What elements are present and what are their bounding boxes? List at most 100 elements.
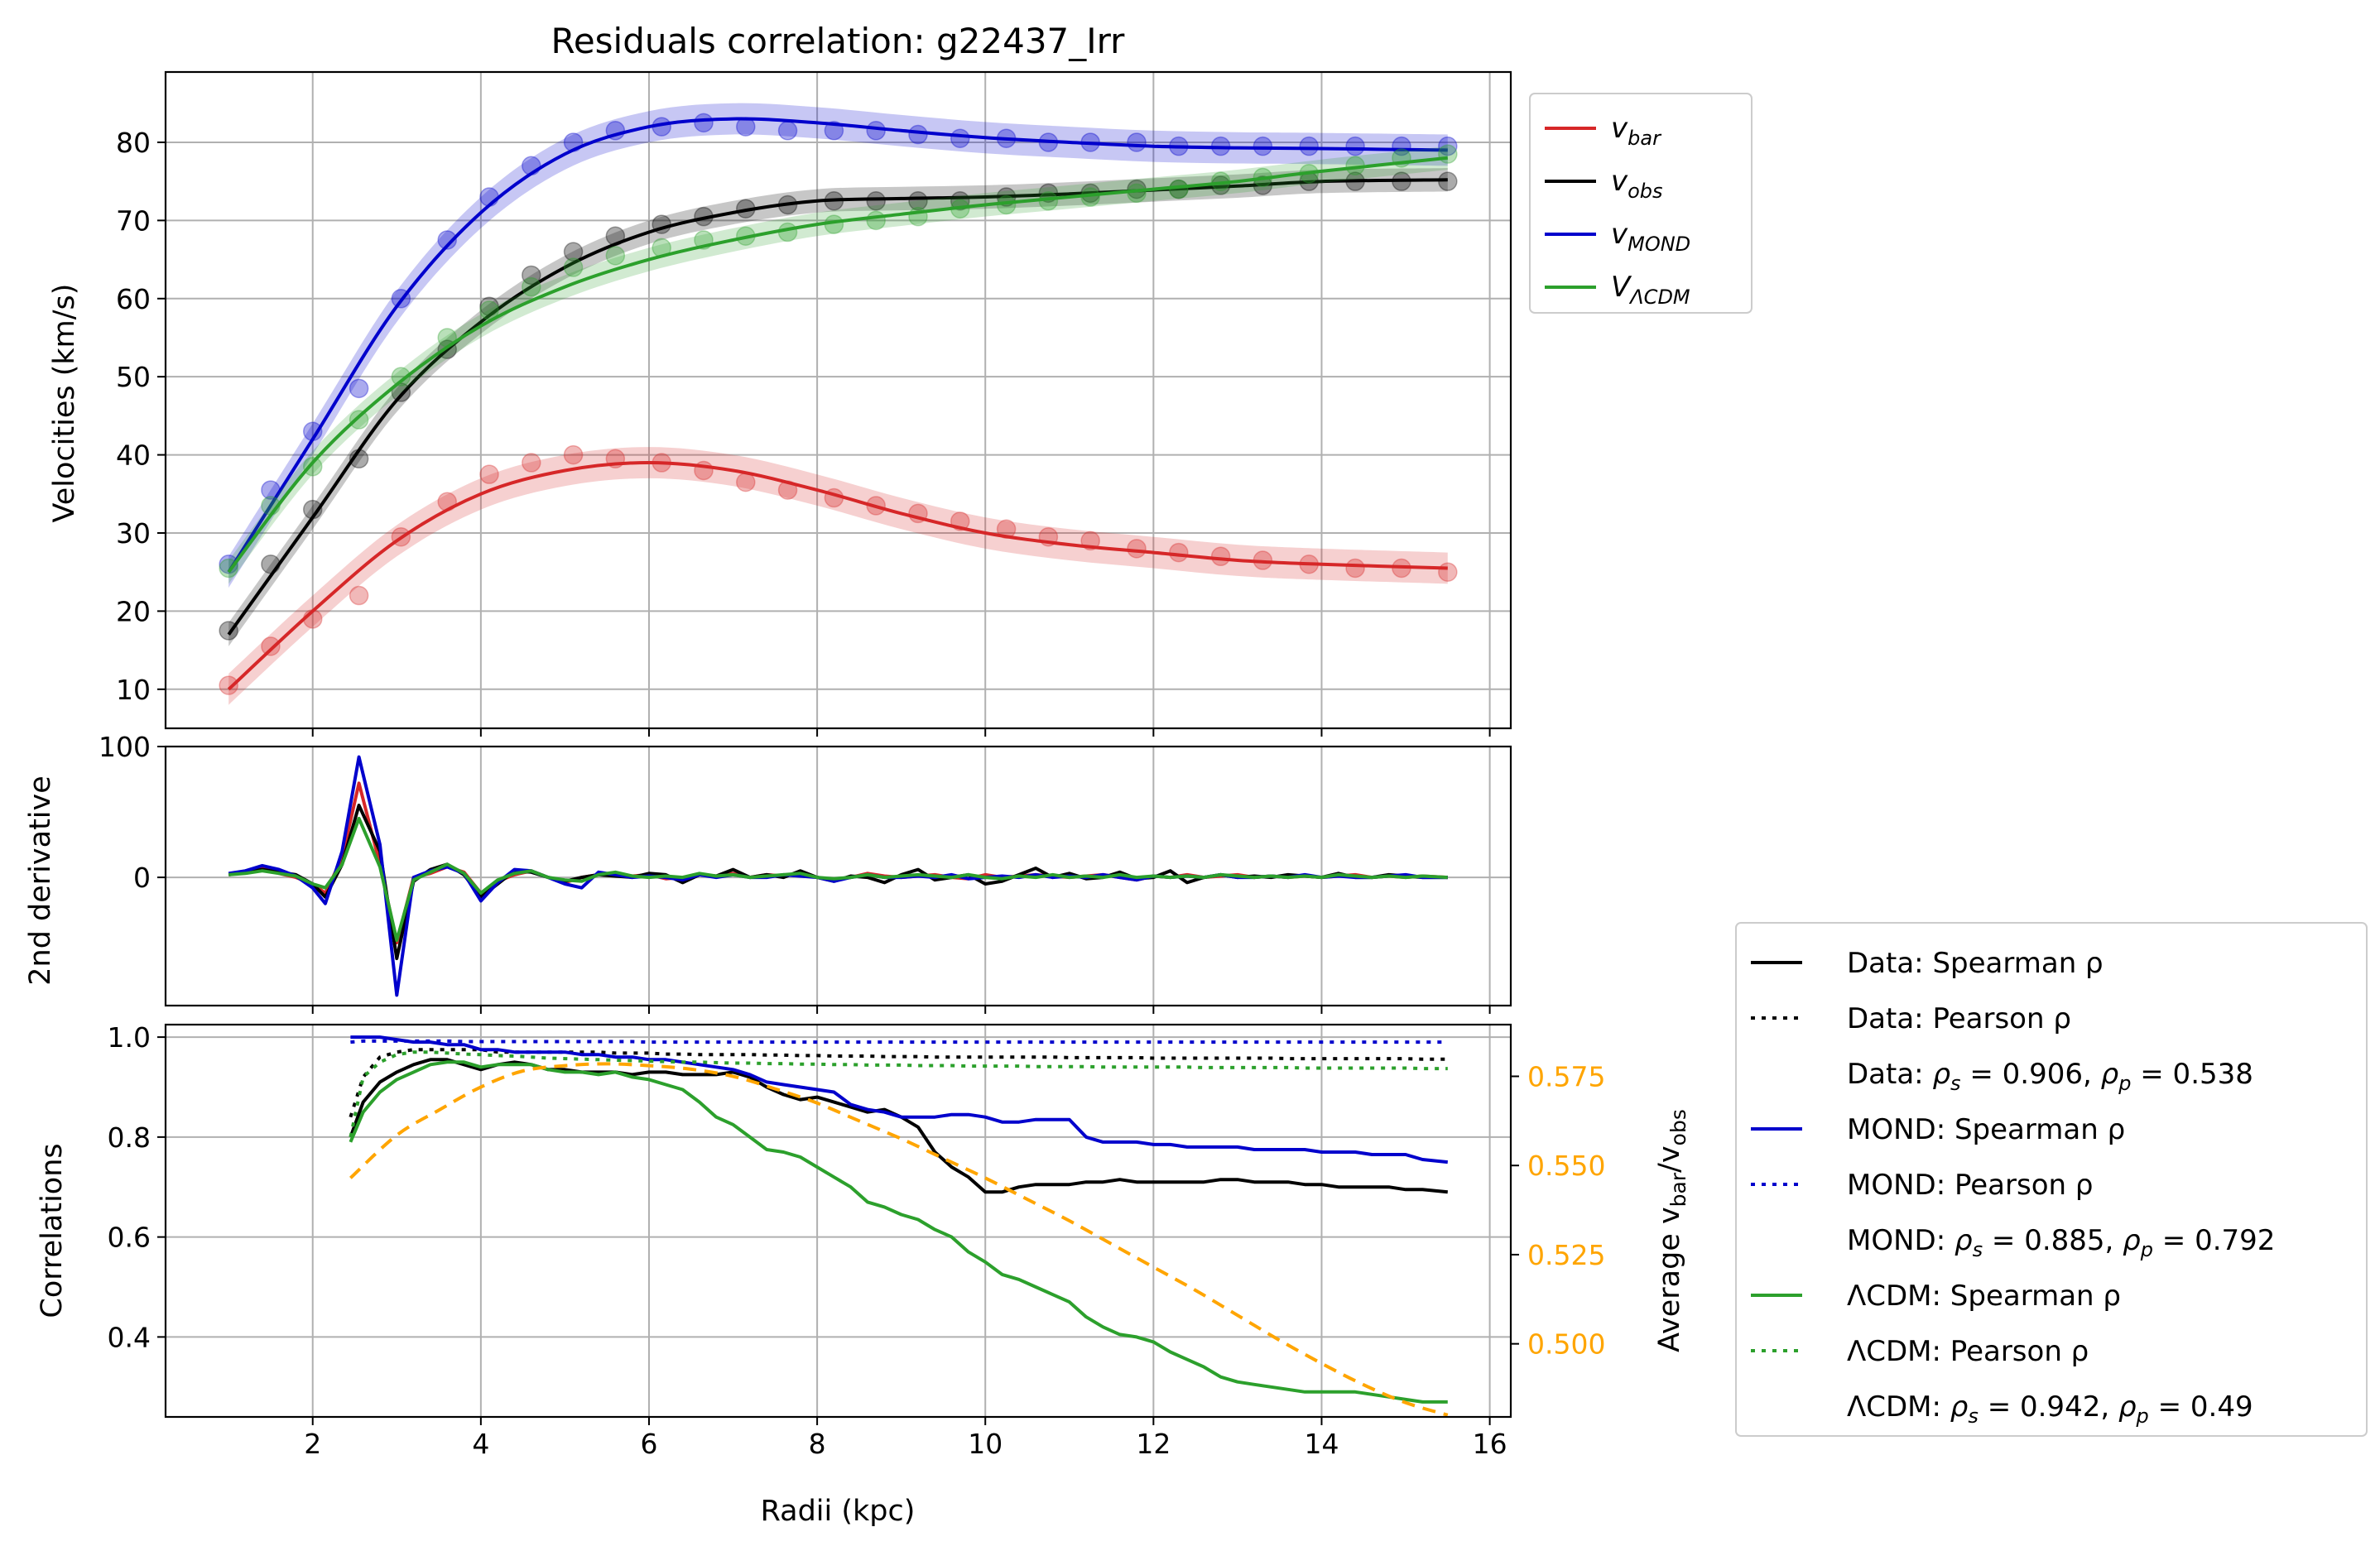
ytick-label-velocities-50: 50 (116, 361, 151, 393)
legend-entry-7: ΛCDM: Pearson ρ (1847, 1335, 2089, 1368)
legend-label-bar: vbar (1611, 112, 1662, 150)
legend-stat-part-2-3: = 0.906, (1961, 1058, 2101, 1091)
point-obs-15 (866, 191, 886, 211)
point-bar-6 (479, 464, 499, 484)
point-bar-26 (1345, 558, 1365, 579)
point-bar-22 (1169, 542, 1189, 563)
legend-label-main-bar: v (1611, 112, 1628, 145)
point-bar-3 (349, 585, 369, 606)
ytick-label-velocities-40: 40 (116, 439, 151, 472)
xtick-label-4: 4 (472, 1428, 489, 1460)
legend-stat-part-8-5: p (2136, 1405, 2149, 1428)
legend-stat-part-5-6: = 0.792 (2153, 1224, 2275, 1257)
corr-line-mond-dotted (350, 1039, 1448, 1044)
legend-entry-5: MOND: ρs = 0.885, ρp = 0.792 (1847, 1224, 2275, 1261)
ytick-label-correlations-1: 1.0 (108, 1021, 151, 1054)
ytick-label-velocities-10: 10 (116, 674, 151, 706)
legend-stat-part-5-4: ρ (2123, 1224, 2141, 1257)
xtick-label-12: 12 (1136, 1428, 1171, 1460)
ratio-label-sub1: bar (1666, 1172, 1690, 1207)
legend-stat-part-8-2: s (1968, 1405, 1979, 1428)
point-lcdm-13 (777, 222, 798, 242)
curve-mond (227, 117, 1448, 574)
chart-title: Residuals correlation: g22437_Irr (551, 21, 1126, 61)
legend-label-sub-mond: MOND (1628, 233, 1690, 256)
legend-entry-4: MOND: Pearson ρ (1847, 1169, 2093, 1202)
legend-stat-part-8-3: = 0.942, (1979, 1390, 2118, 1424)
corr-line-mond-solid (350, 1035, 1449, 1164)
point-mond-24 (1253, 136, 1273, 156)
axes-frames-layer (164, 70, 1512, 1419)
point-bar-28 (1438, 562, 1458, 582)
legend-entry-0: Data: Spearman ρ (1847, 947, 2104, 980)
curve-bar (227, 460, 1448, 691)
legend-stat-part-8-6: = 0.49 (2149, 1390, 2253, 1424)
legend-velocities-box (1529, 93, 1753, 314)
ticks-layer: 10 20 30 40 50 60 70 80 0 100 2 4 6 8 10 12 14 16 0.4 0.6 0.… (99, 127, 1605, 1460)
xtick-label-16: 16 (1473, 1428, 1507, 1460)
legend-entry-8: ΛCDM: ρs = 0.942, ρp = 0.49 (1847, 1390, 2253, 1428)
point-mond-16 (908, 124, 928, 145)
legend-stat-part-2-5: p (2118, 1072, 2131, 1095)
xtick-label-6: 6 (640, 1428, 657, 1460)
point-mond-21 (1127, 132, 1147, 152)
corr-line-lcdm-solid (349, 1060, 1448, 1404)
point-obs-16 (908, 191, 928, 211)
point-lcdm-28 (1438, 144, 1458, 164)
axes-frame-velocities (164, 70, 1512, 730)
point-lcdm-15 (866, 210, 886, 231)
point-mond-5 (437, 230, 457, 250)
ytick-right-label-0.55: 0.550 (1527, 1150, 1605, 1182)
legend-stat-part-5-2: s (1973, 1238, 1983, 1261)
point-lcdm-21 (1127, 183, 1147, 204)
data-layer (219, 103, 1458, 1417)
band-obs (228, 168, 1448, 646)
point-lcdm-2 (302, 456, 323, 477)
legend-label-sub-lcdm: ΛCDM (1628, 286, 1690, 309)
legend-entry-3: MOND: Spearman ρ (1847, 1113, 2125, 1146)
ytick-right-label-0.575: 0.575 (1527, 1060, 1605, 1092)
derivative-y-axis-label: 2nd derivative (24, 776, 57, 986)
band-mond (228, 103, 1448, 588)
ytick-label-correlations-0.8: 0.8 (108, 1121, 151, 1154)
velocities-y-axis-label: Velocities (km/s) (48, 284, 81, 523)
legend-correlations-box (1735, 922, 2368, 1437)
legend-stat-part-2-1: ρ (1932, 1058, 1950, 1091)
ytick-label-velocities-20: 20 (116, 595, 151, 627)
ytick-label-velocities-80: 80 (116, 127, 151, 159)
legend-label-main-lcdm: V (1611, 271, 1632, 304)
curve-obs (227, 178, 1448, 636)
point-lcdm-4 (391, 367, 411, 387)
point-mond-3 (349, 378, 369, 399)
legend-stat-part-5-0: MOND: (1847, 1224, 1954, 1257)
legend-label-lcdm: VΛCDM (1611, 271, 1690, 309)
correlations-y-axis-label: Correlations (36, 1143, 69, 1318)
legend-stat-part-2-4: ρ (2101, 1058, 2119, 1091)
point-lcdm-7 (522, 276, 541, 297)
ytick-label-second-derivative-0: 0 (133, 862, 151, 894)
xtick-label-10: 10 (968, 1428, 1002, 1460)
point-bar-0 (219, 675, 238, 695)
legend-label-main-obs: v (1611, 165, 1628, 198)
point-lcdm-8 (563, 257, 584, 277)
band-bar (228, 447, 1448, 705)
derivative-line-lcdm (228, 816, 1448, 942)
ytick-label-correlations-0.6: 0.6 (108, 1222, 151, 1254)
ratio-label-mid: /v (1653, 1145, 1686, 1173)
ytick-right-label-0.525: 0.525 (1527, 1239, 1605, 1271)
ytick-label-second-derivative-100: 100 (99, 731, 151, 763)
point-lcdm-9 (605, 246, 626, 266)
point-mond-15 (866, 121, 886, 141)
legend-label-mond: vMOND (1611, 218, 1690, 256)
point-bar-8 (563, 444, 584, 465)
point-mond-11 (694, 113, 714, 133)
legend-label-main-mond: v (1611, 218, 1628, 251)
legend-stat-part-8-0: ΛCDM: (1847, 1390, 1950, 1424)
legend-stat-part-8-1: ρ (1950, 1390, 1969, 1424)
point-obs-8 (563, 242, 584, 262)
legend-entry-2: Data: ρs = 0.906, ρp = 0.538 (1847, 1058, 2253, 1095)
ratio-y-axis-label: Average vbar/vobs (1653, 1109, 1690, 1352)
